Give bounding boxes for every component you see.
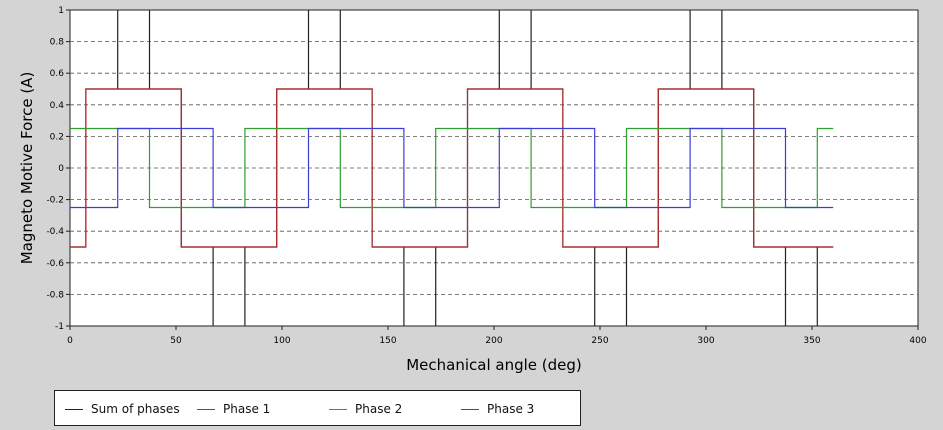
legend-swatch: [197, 408, 215, 410]
legend-label: Sum of phases: [91, 402, 180, 416]
legend-label: Phase 2: [355, 402, 403, 416]
y-tick-label: 0: [58, 164, 64, 174]
y-tick-label: 0.4: [50, 101, 65, 111]
y-tick-label: -0.2: [46, 196, 64, 206]
series-line-4: [70, 127, 834, 209]
x-tick-label: 300: [697, 336, 714, 346]
grid-lines: [70, 41, 918, 295]
y-tick-label: 1: [58, 6, 64, 16]
x-tick-label: 350: [803, 336, 820, 346]
y-axis-title: Magneto Motive Force (A): [18, 72, 36, 265]
mmf-chart: -1 -0.8 -0.6 -0.4 -0.2 0 0.2 0.4 0.6 0.8 1 0 50 100 15…: [18, 6, 927, 374]
legend: Sum of phases Phase 1 Phase 2 Phase 3: [54, 390, 581, 426]
x-tick-label: 400: [909, 336, 926, 346]
x-tick-label: 100: [273, 336, 290, 346]
legend-item-3: Phase 2: [329, 391, 402, 427]
legend-label: Phase 1: [223, 402, 271, 416]
legend-label: Phase 3: [487, 402, 535, 416]
legend-item-1: Sum of phases: [65, 391, 180, 427]
y-tick-label: 0.8: [50, 38, 65, 48]
x-axis-title: Mechanical angle (deg): [406, 356, 582, 374]
axis-ticks: -1 -0.8 -0.6 -0.4 -0.2 0 0.2 0.4 0.6 0.8 1 0 50 100 15…: [46, 6, 926, 346]
y-tick-label: 0.6: [50, 69, 65, 79]
y-tick-label: -1: [55, 322, 64, 332]
legend-item-4: Phase 3: [461, 391, 534, 427]
series-layer: [70, 10, 834, 326]
y-tick-label: -0.6: [46, 259, 64, 269]
x-tick-label: 200: [485, 336, 502, 346]
x-tick-label: 150: [379, 336, 396, 346]
y-tick-label: -0.8: [46, 290, 64, 300]
y-tick-label: 0.2: [50, 132, 64, 142]
legend-swatch: [329, 408, 347, 410]
legend-item-2: Phase 1: [197, 391, 270, 427]
x-tick-label: 250: [591, 336, 608, 346]
x-tick-label: 0: [67, 336, 73, 346]
series-line-2: [70, 88, 834, 248]
legend-swatch: [461, 408, 479, 410]
legend-swatch: [65, 408, 83, 410]
y-tick-label: -0.4: [46, 227, 64, 237]
x-tick-label: 50: [170, 336, 182, 346]
